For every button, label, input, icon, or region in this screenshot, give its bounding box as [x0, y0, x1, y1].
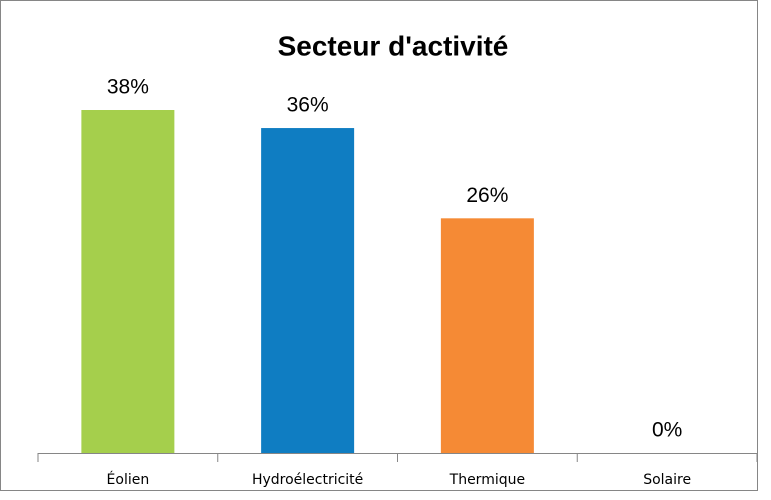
- x-tick-label: Solaire: [643, 472, 691, 488]
- x-tick-label: Éolien: [107, 471, 150, 488]
- x-tick-label: Hydroélectricité: [252, 472, 363, 488]
- data-label: 26%: [466, 184, 508, 207]
- data-label: 0%: [652, 419, 682, 442]
- bar: [440, 218, 534, 453]
- bar: [81, 110, 175, 453]
- chart-title: Secteur d'activité: [278, 30, 509, 61]
- data-label: 36%: [287, 94, 329, 117]
- bar: [261, 128, 355, 454]
- x-tick-label: Thermique: [449, 472, 525, 488]
- data-label: 38%: [107, 76, 149, 99]
